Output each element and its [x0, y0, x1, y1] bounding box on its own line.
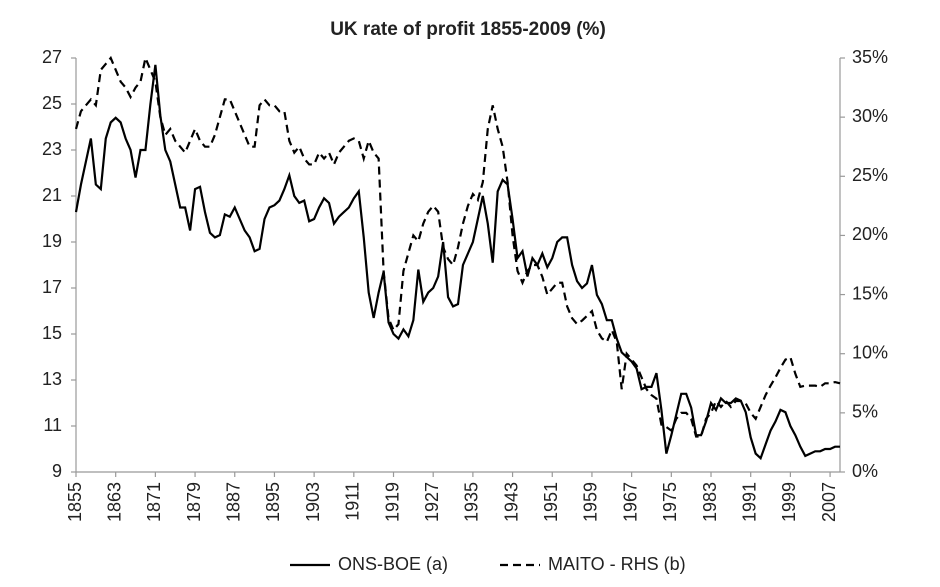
y-tick-label: 21	[42, 185, 62, 205]
x-tick-label: 1999	[779, 482, 799, 522]
y-tick-label: 19	[42, 231, 62, 251]
y-tick-label: 13	[42, 369, 62, 389]
x-tick-label: 1935	[462, 482, 482, 522]
line-series	[74, 54, 841, 438]
x-tick-label: 1911	[343, 482, 363, 521]
y-tick-label: 27	[42, 47, 62, 67]
y2-tick-label: 5%	[852, 402, 878, 422]
legend-label: ONS-BOE (a)	[338, 554, 448, 574]
y-tick-label: 23	[42, 139, 62, 159]
y-tick-label: 9	[52, 461, 62, 481]
x-tick-label: 1863	[104, 482, 124, 522]
y2-tick-label: 35%	[852, 47, 888, 67]
x-tick-label: 1919	[382, 482, 402, 522]
line-series	[74, 64, 840, 461]
y-tick-label: 17	[42, 277, 62, 297]
y2-tick-label: 15%	[852, 283, 888, 303]
y-tick-label: 11	[43, 415, 62, 435]
x-tick-label: 1959	[581, 482, 601, 522]
x-tick-label: 2007	[819, 482, 839, 522]
y2-tick-label: 30%	[852, 106, 888, 126]
x-tick-label: 1879	[184, 482, 204, 522]
x-tick-label: 1855	[65, 482, 85, 522]
y2-tick-label: 10%	[852, 342, 888, 362]
y2-tick-label: 25%	[852, 165, 888, 185]
y2-tick-label: 20%	[852, 224, 888, 244]
x-tick-label: 1967	[620, 482, 640, 522]
x-tick-label: 1887	[224, 482, 244, 522]
x-tick-label: 1903	[303, 482, 323, 522]
legend-label: MAITO - RHS (b)	[548, 554, 686, 574]
x-tick-label: 1983	[700, 482, 720, 522]
x-tick-label: 1895	[263, 482, 283, 522]
x-tick-label: 1975	[660, 482, 680, 522]
x-tick-label: 1951	[541, 482, 561, 522]
x-tick-label: 1927	[422, 482, 442, 522]
x-tick-label: 1943	[501, 482, 521, 522]
x-tick-label: 1991	[739, 482, 759, 522]
chart-title: UK rate of profit 1855-2009 (%)	[330, 19, 606, 40]
y2-tick-label: 0%	[852, 461, 878, 481]
y-tick-label: 25	[42, 93, 62, 113]
x-tick-label: 1871	[144, 482, 164, 522]
y-tick-label: 15	[42, 323, 62, 343]
